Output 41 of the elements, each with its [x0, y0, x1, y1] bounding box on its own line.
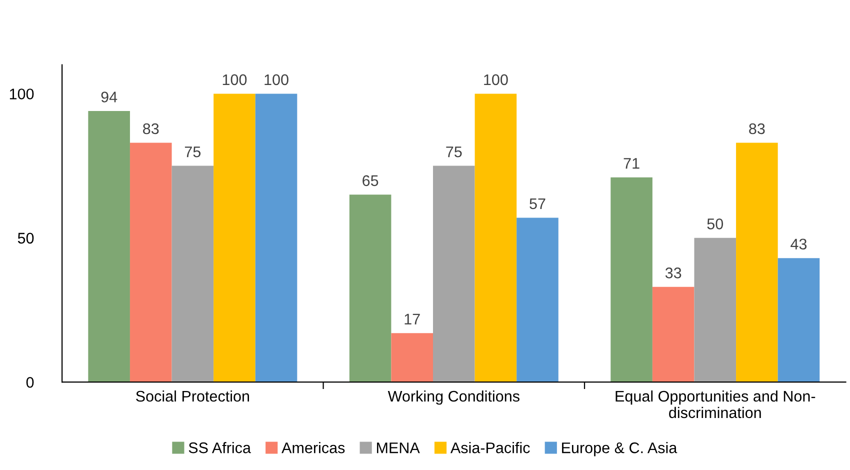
data-label: 43 — [790, 238, 807, 250]
data-label: 83 — [749, 123, 765, 134]
bar — [652, 286, 694, 382]
legend-label: Americas — [282, 442, 345, 454]
data-label: 100 — [264, 74, 288, 86]
data-label: 83 — [143, 123, 159, 134]
data-label: 17 — [404, 314, 420, 324]
legend-label: Europe & C. Asia — [562, 442, 678, 456]
bar — [130, 142, 172, 382]
bar — [516, 218, 558, 382]
data-label: 100 — [222, 74, 247, 86]
x-tick-label: Working Conditions — [388, 390, 520, 405]
y-tick-label: 100 — [10, 88, 34, 100]
data-label: 75 — [184, 146, 201, 158]
data-label: 65 — [362, 175, 378, 186]
bar — [736, 142, 778, 382]
x-tick-label: Equal Opportunities and Non-discrimination — [616, 390, 816, 418]
data-label: 94 — [101, 92, 118, 102]
y-tick-label: 50 — [18, 232, 34, 244]
bar — [172, 166, 214, 382]
data-label: 100 — [484, 74, 508, 86]
data-label: 33 — [665, 268, 682, 278]
x-tick-label: Social Protection — [136, 390, 249, 402]
bar — [433, 166, 475, 382]
bar — [610, 177, 652, 382]
bar — [391, 333, 433, 382]
bar — [474, 94, 517, 382]
bar — [88, 111, 130, 382]
bar — [778, 258, 820, 382]
legend-label: SS Africa — [188, 442, 251, 454]
bar — [349, 194, 392, 382]
data-label: 71 — [624, 158, 640, 169]
data-label: 57 — [530, 198, 546, 210]
y-tick-label: 0 — [26, 376, 34, 388]
data-label: 50 — [707, 218, 724, 230]
legend-label: Asia-Pacific — [450, 442, 530, 454]
bar — [255, 94, 298, 382]
legend-label: MENA — [377, 442, 420, 454]
bar — [214, 94, 256, 382]
data-label: 75 — [446, 146, 462, 158]
bar — [694, 238, 736, 382]
